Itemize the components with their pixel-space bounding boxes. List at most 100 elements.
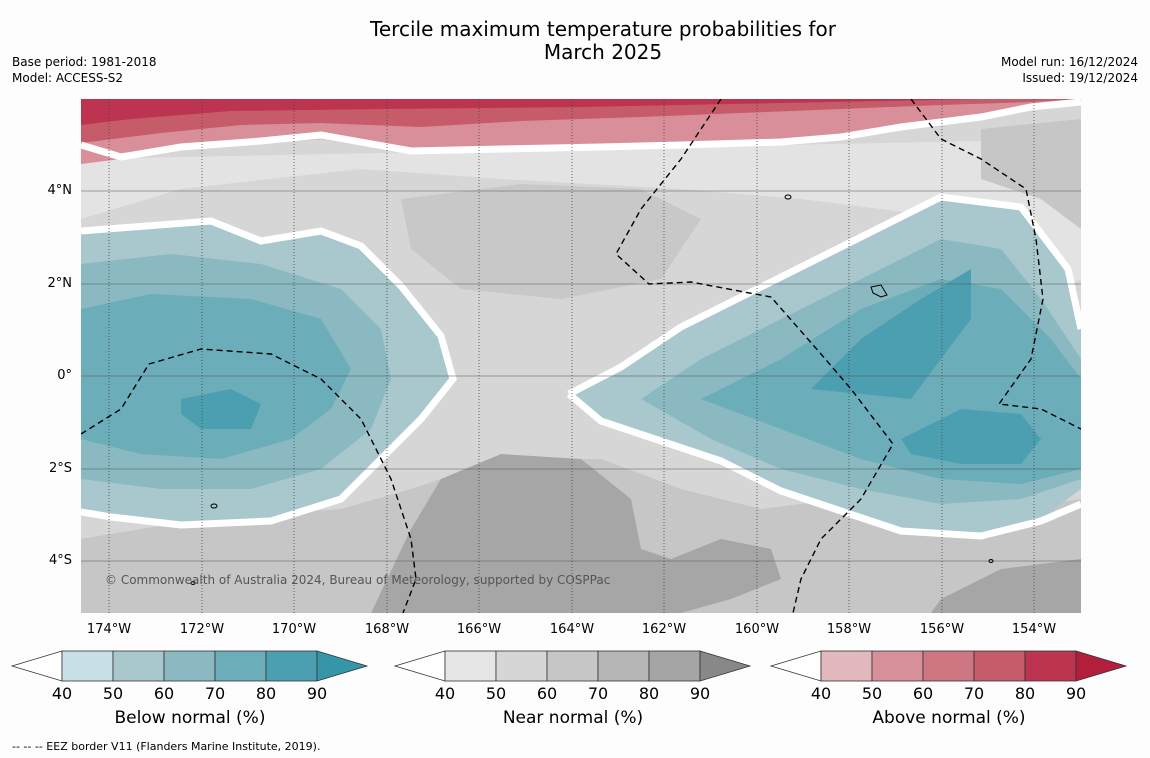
cb-above-tick-70: 70 [963, 684, 985, 703]
near-extend-high [699, 650, 752, 682]
lon-label-164w: 164°W [549, 622, 595, 637]
island-2 [870, 284, 888, 298]
cb-above-title: Above normal (%) [872, 708, 1026, 728]
above-segment-70 [973, 650, 1026, 682]
near-normal-40-region [81, 139, 1081, 299]
near-segment-50 [495, 650, 548, 682]
chart-title: Tercile maximum temperature probabilitie… [250, 18, 956, 64]
below-segment-70 [214, 650, 267, 682]
cb-near-title: Near normal (%) [502, 708, 644, 728]
above-normal-40-contour [81, 99, 1081, 161]
island-3 [210, 503, 218, 509]
issued-text: Issued: 19/12/2024 [1022, 71, 1138, 85]
islands [190, 194, 994, 585]
base-period-text: Base period: 1981-2018 [12, 55, 157, 69]
cb-above-tick-40: 40 [810, 684, 832, 703]
above-segment-80 [1024, 650, 1077, 682]
cb-above-tick-50: 50 [861, 684, 883, 703]
copyright-notice: © Commonwealth of Australia 2024, Bureau… [105, 573, 611, 587]
below-normal-40-contour-east-south [566, 391, 1081, 540]
cb-above-tick-80: 80 [1014, 684, 1036, 703]
colorbar-above [769, 650, 1128, 682]
near-normal-60-region-ne [981, 119, 1081, 229]
near-segment-40 [444, 650, 497, 682]
near-segment-60 [546, 650, 599, 682]
below-normal-70-west [81, 294, 351, 459]
island-5 [988, 559, 994, 563]
cb-near-tick-40: 40 [434, 684, 456, 703]
lat-label-2s: 2°S [48, 461, 72, 476]
lat-label-2n: 2°N [47, 276, 73, 291]
near-normal-80-region-south [371, 454, 781, 613]
lon-label-162w: 162°W [641, 622, 687, 637]
map-svg [81, 99, 1081, 613]
cb-below-tick-70: 70 [204, 684, 226, 703]
cb-near-tick-80: 80 [638, 684, 660, 703]
model-text: Model: ACCESS-S2 [12, 71, 124, 85]
lon-label-158w: 158°W [826, 622, 872, 637]
cb-below-tick-50: 50 [102, 684, 124, 703]
near-extend-low [393, 650, 446, 682]
graticule [81, 190, 1081, 562]
lon-label-174w: 174°W [86, 622, 132, 637]
title-line-2: March 2025 [543, 40, 663, 64]
above-normal-70-region [81, 99, 1081, 143]
below-normal-80-west [181, 389, 261, 429]
model-run-text: Model run: 16/12/2024 [1000, 55, 1138, 69]
below-extend-low [10, 650, 63, 682]
below-segment-40 [61, 650, 114, 682]
below-segment-50 [112, 650, 165, 682]
title-line-1: Tercile maximum temperature probabilitie… [370, 17, 836, 41]
above-segment-60 [922, 650, 975, 682]
lat-label-0: 0° [57, 368, 72, 383]
cb-below-tick-80: 80 [255, 684, 277, 703]
lon-label-170w: 170°W [271, 622, 317, 637]
cb-above-tick-60: 60 [912, 684, 934, 703]
lon-label-154w: 154°W [1011, 622, 1057, 637]
near-normal-80-region-se [931, 559, 1081, 613]
cb-near-tick-60: 60 [536, 684, 558, 703]
above-normal-80-region [81, 99, 981, 125]
eez-border-east [910, 99, 1081, 430]
lon-label-160w: 160°W [734, 622, 780, 637]
lon-label-156w: 156°W [919, 622, 965, 637]
lon-label-166w: 166°W [456, 622, 502, 637]
below-normal-80-east-south [901, 409, 1041, 464]
probability-map: © Commonwealth of Australia 2024, Bureau… [81, 99, 1081, 613]
below-extend-high [316, 650, 369, 682]
island-4 [190, 581, 196, 585]
colorbars-svg [10, 650, 1128, 682]
cb-below-tick-60: 60 [153, 684, 175, 703]
above-extend-high [1075, 650, 1128, 682]
meta-right: Model run: 16/12/2024 Issued: 19/12/2024 [1001, 54, 1138, 86]
cb-below-title: Below normal (%) [114, 708, 266, 728]
below-normal-40-contour-west [81, 217, 457, 529]
below-segment-60 [163, 650, 216, 682]
near-segment-70 [597, 650, 650, 682]
colorbar-near [393, 650, 752, 682]
eez-border-west [81, 348, 417, 613]
cb-above-tick-90: 90 [1065, 684, 1087, 703]
cb-near-tick-70: 70 [587, 684, 609, 703]
meta-left: Base period: 1981-2018 Model: ACCESS-S2 [12, 54, 157, 86]
eez-borders [81, 99, 1081, 613]
below-segment-80 [265, 650, 318, 682]
above-segment-50 [871, 650, 924, 682]
near-normal-60-region-north [401, 184, 701, 299]
cb-below-tick-90: 90 [306, 684, 328, 703]
below-normal-40-contour-east-north [567, 193, 1081, 398]
colorbar-below [10, 650, 369, 682]
cb-below-tick-40: 40 [51, 684, 73, 703]
above-segment-40 [820, 650, 873, 682]
lat-label-4s: 4°S [48, 553, 72, 568]
below-normal-80-east-north [811, 269, 971, 399]
near-segment-80 [648, 650, 701, 682]
above-extend-low [769, 650, 822, 682]
lon-label-168w: 168°W [364, 622, 410, 637]
eez-border-center [615, 99, 894, 613]
eez-footnote: -- -- -- EEZ border V11 (Flanders Marine… [12, 740, 321, 753]
cb-near-tick-90: 90 [689, 684, 711, 703]
lat-label-4n: 4°N [47, 183, 73, 198]
lon-label-172w: 172°W [179, 622, 225, 637]
island-1 [784, 194, 792, 200]
